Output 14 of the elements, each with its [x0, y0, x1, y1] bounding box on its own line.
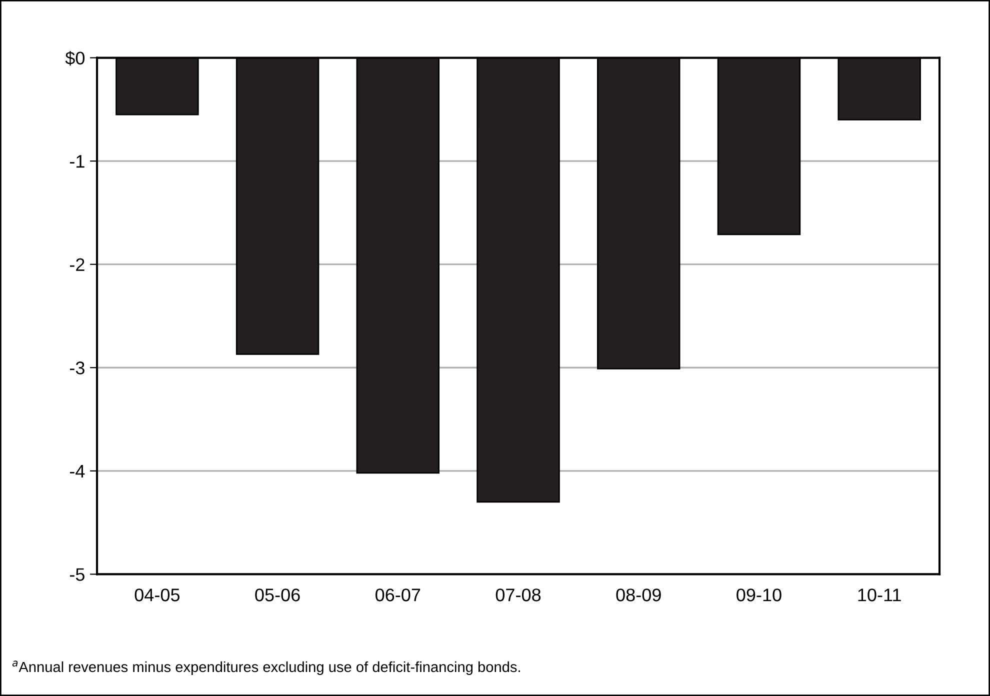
text: $^{a}$Annual revenues minus expenditures excluding use of deficit-financing bonds. [12, 660, 520, 676]
y-tick-label: -4 [70, 465, 85, 478]
y-tick-label: -2 [70, 258, 84, 271]
y-tick-label: $0 [65, 50, 85, 66]
y-tick-label: -5 [70, 568, 84, 581]
x-tick-label: 05-06 [255, 588, 300, 602]
x-tick-label: 08-09 [616, 588, 661, 602]
x-tick-label: 10-11 [858, 588, 901, 602]
x-tick-label: 04-05 [134, 588, 180, 602]
x-tick-label: 09-10 [736, 588, 782, 602]
x-tick-label: 06-07 [376, 588, 420, 602]
x-tick-label: 07-08 [496, 588, 541, 602]
y-tick-label: -3 [70, 362, 84, 374]
y-tick-label: -1 [70, 155, 84, 168]
